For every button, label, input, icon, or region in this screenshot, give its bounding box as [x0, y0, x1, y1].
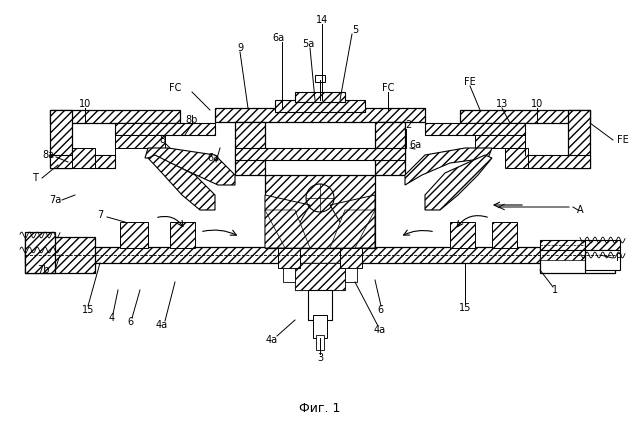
Text: 7: 7: [97, 210, 103, 220]
Polygon shape: [540, 247, 615, 260]
Polygon shape: [235, 148, 405, 160]
Polygon shape: [405, 148, 492, 185]
Polygon shape: [585, 250, 620, 270]
Text: FE: FE: [464, 77, 476, 87]
Polygon shape: [170, 222, 195, 248]
Text: 5: 5: [352, 25, 358, 35]
Text: 4a: 4a: [374, 325, 386, 335]
Polygon shape: [330, 210, 375, 248]
Polygon shape: [540, 247, 615, 273]
Polygon shape: [330, 195, 375, 248]
Text: 6: 6: [377, 305, 383, 315]
Text: T: T: [32, 173, 38, 183]
Text: 7b: 7b: [36, 265, 49, 275]
Polygon shape: [25, 232, 55, 273]
Text: 4: 4: [109, 313, 115, 323]
Polygon shape: [568, 110, 590, 168]
Text: 8: 8: [159, 135, 165, 145]
Polygon shape: [145, 148, 235, 185]
Polygon shape: [460, 110, 590, 123]
Polygon shape: [115, 123, 215, 135]
Polygon shape: [265, 175, 375, 248]
Text: 5a: 5a: [302, 39, 314, 49]
Text: 3: 3: [317, 353, 323, 363]
Text: 1: 1: [552, 285, 558, 295]
Text: 8b: 8b: [186, 115, 198, 125]
Polygon shape: [295, 263, 345, 290]
Polygon shape: [492, 222, 517, 248]
Polygon shape: [235, 122, 265, 175]
Polygon shape: [148, 155, 215, 210]
Text: 8a: 8a: [42, 150, 54, 160]
Polygon shape: [450, 222, 475, 248]
Text: 2: 2: [405, 120, 411, 130]
Text: 10: 10: [531, 99, 543, 109]
Text: 6a: 6a: [207, 153, 219, 163]
Text: Фиг. 1: Фиг. 1: [300, 402, 340, 415]
Polygon shape: [313, 315, 327, 338]
Text: 7a: 7a: [49, 195, 61, 205]
Polygon shape: [295, 263, 345, 290]
Text: FE: FE: [617, 135, 628, 145]
Text: FC: FC: [169, 83, 181, 93]
Polygon shape: [265, 195, 310, 248]
Polygon shape: [295, 92, 345, 102]
Text: 6: 6: [127, 317, 133, 327]
Text: 14: 14: [316, 15, 328, 25]
Polygon shape: [25, 247, 615, 263]
Polygon shape: [425, 155, 492, 210]
Text: 9: 9: [237, 43, 243, 53]
Text: 10: 10: [79, 99, 91, 109]
Text: A: A: [577, 205, 583, 215]
Polygon shape: [283, 268, 295, 282]
Polygon shape: [505, 148, 528, 168]
Polygon shape: [278, 248, 300, 268]
Polygon shape: [50, 110, 72, 168]
Polygon shape: [50, 155, 115, 168]
Polygon shape: [115, 135, 165, 148]
Text: 13: 13: [496, 99, 508, 109]
Polygon shape: [50, 110, 180, 123]
Polygon shape: [345, 268, 357, 282]
Text: FC: FC: [382, 83, 394, 93]
Polygon shape: [425, 123, 525, 135]
Text: 15: 15: [82, 305, 94, 315]
Polygon shape: [540, 240, 620, 250]
Polygon shape: [375, 122, 405, 175]
Polygon shape: [265, 210, 310, 248]
Text: 4a: 4a: [156, 320, 168, 330]
Polygon shape: [308, 290, 332, 320]
Text: 6a: 6a: [409, 140, 421, 150]
Polygon shape: [475, 135, 525, 148]
Polygon shape: [525, 155, 590, 168]
Polygon shape: [215, 108, 425, 122]
Text: 15: 15: [459, 303, 471, 313]
Polygon shape: [275, 100, 365, 112]
Polygon shape: [316, 335, 324, 350]
Polygon shape: [315, 75, 325, 82]
Polygon shape: [25, 237, 95, 273]
Text: 4a: 4a: [266, 335, 278, 345]
Polygon shape: [340, 248, 362, 268]
Text: 6a: 6a: [272, 33, 284, 43]
Text: P: P: [616, 253, 622, 263]
Polygon shape: [120, 222, 148, 248]
Polygon shape: [72, 148, 95, 168]
